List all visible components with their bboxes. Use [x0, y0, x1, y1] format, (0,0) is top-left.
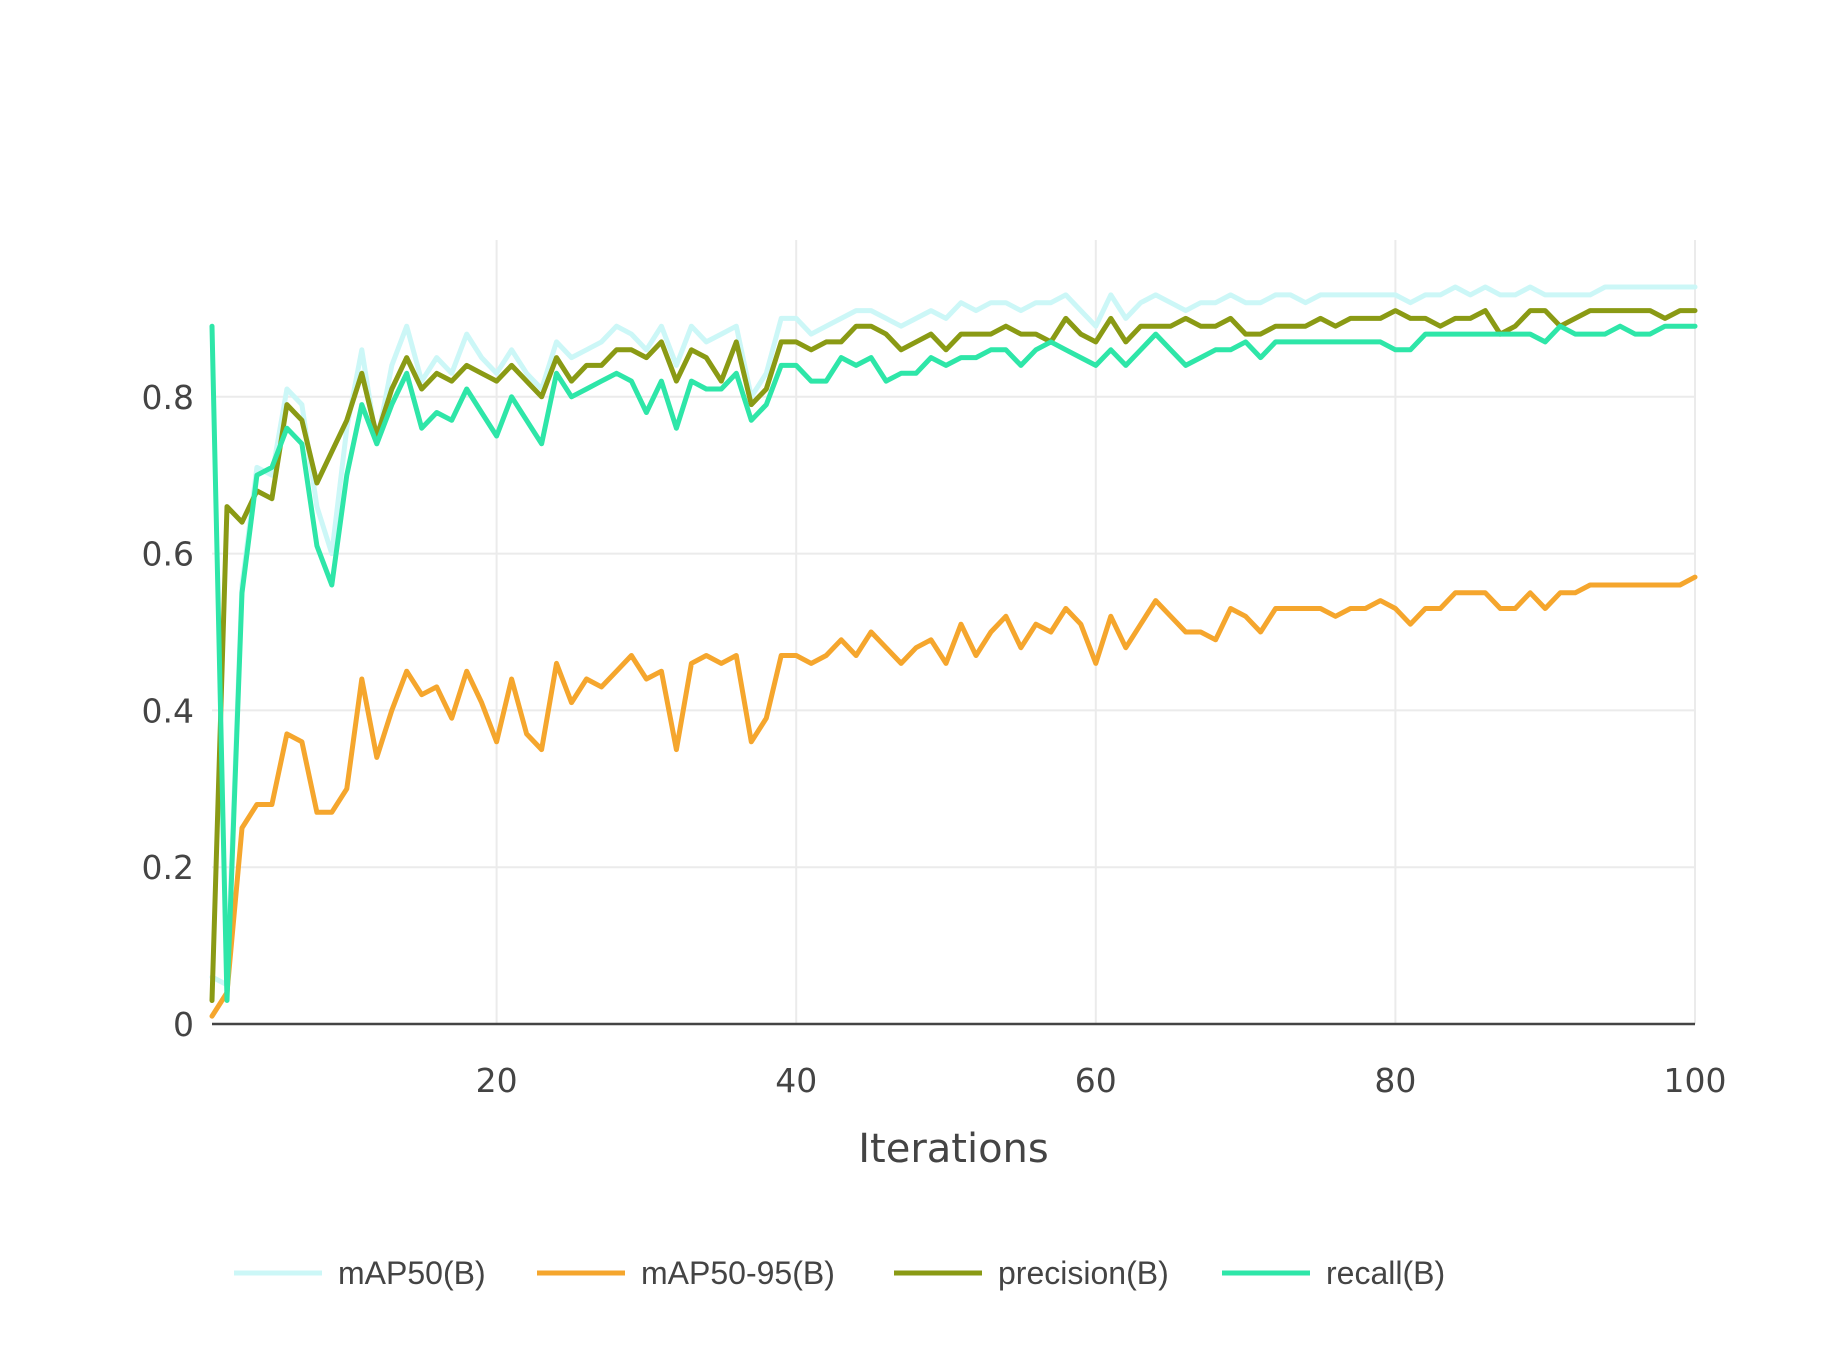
- y-tick-labels: 0 0.2 0.4 0.6 0.8: [142, 378, 194, 1044]
- x-tick-labels: 20 40 60 80 100: [476, 1061, 1727, 1100]
- x-gridlines: [495, 240, 1696, 1024]
- series-lines: [209, 284, 1698, 1019]
- y-tick-label: 0.4: [142, 691, 194, 730]
- x-tick-label: 100: [1664, 1061, 1727, 1100]
- legend-item-recall(B)[interactable]: recall(B): [1222, 1255, 1445, 1291]
- legend-item-precision(B)[interactable]: precision(B): [894, 1255, 1169, 1291]
- x-tick-label: 20: [476, 1061, 518, 1100]
- legend-label: recall(B): [1326, 1255, 1445, 1291]
- y-tick-label: 0.8: [142, 378, 194, 417]
- legend-item-mAP50(B)[interactable]: mAP50(B): [234, 1255, 486, 1291]
- legend-label: mAP50-95(B): [641, 1255, 835, 1291]
- legend: mAP50(B) mAP50-95(B) precision(B) recall(B): [234, 1255, 1445, 1291]
- y-tick-label: 0.6: [142, 535, 194, 574]
- legend-item-mAP50-95(B)[interactable]: mAP50-95(B): [537, 1255, 835, 1291]
- x-tick-label: 60: [1075, 1061, 1117, 1100]
- series-line-mAP50(B): [209, 284, 1698, 988]
- y-tick-label: 0.2: [142, 848, 194, 887]
- series-line-precision(B): [209, 308, 1698, 1003]
- y-tick-label: 0: [173, 1005, 194, 1044]
- legend-label: precision(B): [998, 1255, 1169, 1291]
- series-line-mAP50-95(B): [209, 574, 1698, 1019]
- y-gridlines: [212, 395, 1695, 869]
- x-tick-label: 40: [775, 1061, 817, 1100]
- series-line-recall(B): [209, 323, 1698, 1003]
- x-axis-title: Iterations: [858, 1126, 1049, 1172]
- legend-label: mAP50(B): [338, 1255, 486, 1291]
- x-tick-label: 80: [1374, 1061, 1416, 1100]
